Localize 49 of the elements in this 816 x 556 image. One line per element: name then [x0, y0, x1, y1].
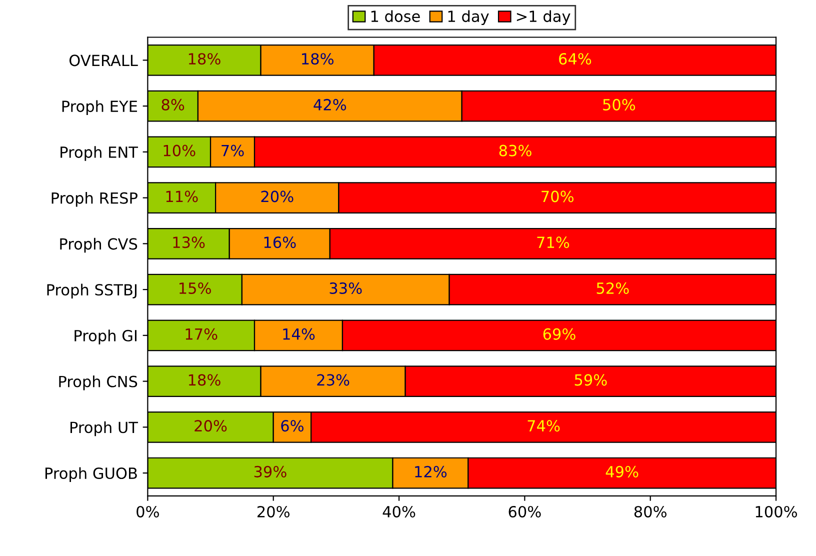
data-label: 69%	[543, 328, 576, 340]
data-label: 50%	[603, 98, 636, 110]
data-label: 83%	[499, 144, 532, 156]
y-tick-label: Proph EYE	[62, 100, 137, 116]
y-tick-label: Proph CVS	[60, 238, 138, 253]
data-label: 6%	[281, 420, 304, 432]
data-label: 49%	[606, 466, 638, 478]
data-label: 64%	[559, 53, 592, 65]
data-label: 59%	[574, 374, 607, 386]
data-label: 18%	[188, 53, 220, 65]
data-label: 15%	[180, 282, 211, 294]
data-label: 14%	[283, 328, 315, 340]
legend-label: >1 day	[516, 10, 570, 26]
data-label: 18%	[302, 53, 334, 65]
y-tick-label: OVERALL	[69, 54, 138, 66]
data-label: 10%	[164, 144, 196, 156]
data-label: 20%	[194, 420, 227, 432]
data-label: 33%	[330, 282, 362, 294]
x-tick-label: 20%	[258, 506, 290, 518]
x-tick-label: 60%	[508, 506, 541, 518]
data-label: 70%	[542, 190, 574, 202]
legend-label: 1 day	[448, 10, 489, 26]
y-tick-label: Proph RESP	[52, 192, 138, 207]
y-tick-label: Proph ENT	[60, 146, 138, 161]
y-tick-label: Proph CNS	[59, 375, 138, 390]
data-label: 12%	[415, 466, 447, 478]
data-label: 52%	[596, 282, 629, 294]
data-label: 16%	[264, 236, 296, 248]
y-tick-label: Proph GI	[74, 330, 136, 344]
data-label: 71%	[537, 236, 570, 248]
data-label: 39%	[254, 466, 286, 478]
data-label: 23%	[317, 374, 350, 386]
legend-label: 1 dose	[371, 10, 420, 22]
y-tick-label: Proph SSTBJ	[47, 284, 136, 299]
data-label: 74%	[528, 420, 560, 432]
data-label: 7%	[222, 144, 244, 156]
data-label: 20%	[261, 190, 294, 202]
data-label: 8%	[162, 98, 184, 110]
data-label: 42%	[314, 98, 346, 110]
x-tick-label: 100%	[756, 506, 798, 518]
data-label: 13%	[173, 236, 205, 248]
data-label: 11%	[166, 190, 198, 202]
y-tick-label: Proph GUOB	[45, 467, 137, 482]
data-label: 18%	[188, 374, 220, 386]
x-tick-label: 0%	[136, 506, 159, 518]
y-tick-label: Proph UT	[70, 421, 138, 436]
data-label: 17%	[186, 328, 218, 340]
x-tick-label: 40%	[382, 506, 416, 518]
x-tick-label: 80%	[634, 506, 666, 518]
